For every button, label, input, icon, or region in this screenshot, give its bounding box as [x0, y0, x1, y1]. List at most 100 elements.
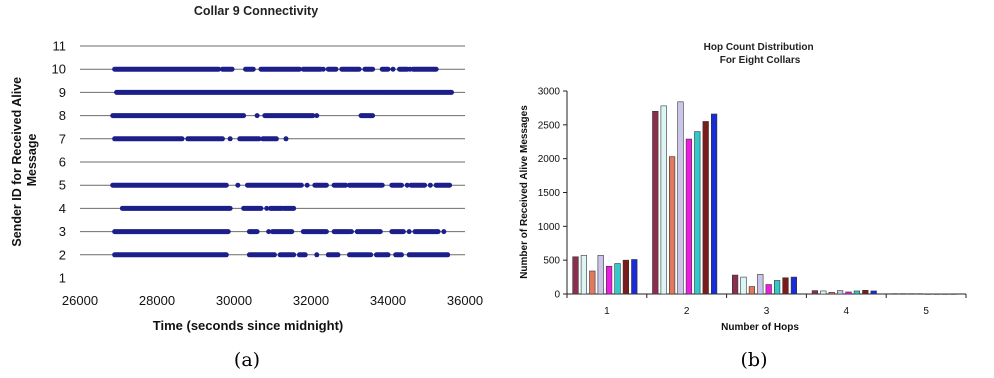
- chart-a-y-tick-label: 2: [59, 247, 66, 262]
- chart-a-y-tick-label: 11: [53, 39, 67, 54]
- chart-a-x-ticks: 26000 28000 30000 32000 34000 36000: [62, 293, 483, 308]
- chart-a-point: [264, 205, 270, 211]
- chart-b-bar: [740, 276, 747, 295]
- chart-b-bar: [862, 289, 869, 295]
- chart-b-x-tick-label: 2: [684, 306, 690, 317]
- chart-a-y-tick-label: 4: [59, 201, 66, 216]
- chart-a-point: [407, 66, 413, 72]
- chart-b-bar: [820, 290, 827, 295]
- chart-a-y-tick-label: 3: [59, 224, 66, 239]
- chart-a-series-sender-4: [119, 205, 297, 211]
- chart-b-bar: [950, 293, 957, 295]
- chart-b-x-tick-label: 3: [764, 306, 770, 317]
- chart-a-point: [304, 182, 310, 188]
- chart-a-series-sender-3: [112, 229, 447, 235]
- chart-a-caption: (a): [234, 349, 260, 371]
- chart-a-y-tick-label: 5: [59, 178, 66, 193]
- chart-a-series-sender-5: [110, 182, 453, 188]
- chart-a-point: [427, 182, 433, 188]
- chart-b-bar: [685, 138, 692, 295]
- chart-b-bar: [580, 255, 587, 295]
- chart-b-title-line-2: For Eight Collars: [720, 55, 801, 66]
- chart-b-x-ticks: 1 2 3 4 5: [566, 294, 967, 317]
- chart-b-bar: [908, 293, 915, 295]
- chart-b-bar: [702, 121, 709, 295]
- chart-a-series-sender-2: [112, 252, 451, 258]
- chart-b-y-tick-label: 2500: [538, 120, 561, 131]
- chart-b-y-tick-label: 0: [554, 290, 560, 301]
- chart-a-point: [235, 182, 241, 188]
- chart-b-title-line-1: Hop Count Distribution: [704, 42, 814, 53]
- chart-a-y-tick-label: 8: [59, 108, 66, 123]
- chart-b-bar: [631, 259, 638, 295]
- chart-b-bar: [622, 259, 629, 295]
- chart-a-y-tick-label: 7: [59, 131, 66, 146]
- chart-b-bar: [614, 263, 621, 295]
- chart-b-bar: [652, 111, 659, 295]
- chart-b-bar: [853, 290, 860, 295]
- chart-a-point: [390, 66, 396, 72]
- chart-a-y-tick-label: 6: [59, 155, 66, 170]
- chart-b-bars: [572, 101, 957, 295]
- chart-b-bar: [899, 293, 907, 295]
- chart-a-point: [348, 229, 354, 235]
- chart-a-y-axis-label: Sender ID for Received Alive Message: [10, 73, 39, 246]
- chart-a-point: [227, 136, 233, 142]
- chart-a-points: [110, 66, 455, 258]
- chart-a-series-sender-7: [112, 136, 289, 142]
- chart-b-bar: [891, 293, 898, 295]
- chart-a-point: [320, 66, 326, 72]
- chart-a-point: [283, 136, 289, 142]
- chart-b-bar: [941, 293, 949, 295]
- chart-b-bar: [933, 293, 940, 295]
- chart-a-y-tick-label: 9: [59, 85, 66, 100]
- chart-b-bar: [597, 255, 604, 295]
- chart-a-point: [266, 229, 272, 235]
- chart-b-y-tick-label: 1500: [538, 188, 561, 199]
- chart-b-bar: [916, 293, 923, 295]
- chart-b-x-tick-label: 1: [604, 306, 610, 317]
- chart-a-point: [314, 113, 320, 119]
- chart-a-x-tick-label: 26000: [62, 293, 98, 308]
- chart-b-bar: [694, 131, 701, 295]
- chart-b-bar: [589, 270, 596, 295]
- chart-a-y-axis-label-line-1: Sender ID for Received Alive: [10, 77, 24, 247]
- chart-a-point: [441, 229, 447, 235]
- chart-a-x-tick-label: 28000: [139, 293, 175, 308]
- chart-b-bar: [836, 290, 844, 295]
- chart-a-series-sender-10: [112, 66, 439, 72]
- chart-b-caption: (b): [741, 349, 768, 371]
- chart-b-bar: [765, 284, 772, 295]
- chart-a-x-tick-label: 32000: [293, 293, 329, 308]
- chart-a-point: [368, 252, 374, 258]
- chart-b-bar: [731, 274, 739, 295]
- chart-b-bar: [572, 256, 579, 295]
- chart-a-point: [314, 252, 320, 258]
- chart-b-y-tick-label: 3000: [538, 87, 561, 98]
- chart-a-title: Collar 9 Connectivity: [194, 4, 318, 18]
- chart-a-point: [404, 182, 410, 188]
- chart-b-title: Hop Count Distribution For Eight Collars: [704, 42, 817, 66]
- chart-b-bar: [782, 277, 789, 295]
- chart-b-bar: [870, 290, 877, 295]
- chart-a-gridlines: [80, 45, 465, 256]
- chart-b-y-ticks: 0 500 1000 1500 2000 2500 3000: [538, 87, 567, 301]
- chart-b-x-tick-label: 4: [844, 306, 850, 317]
- chart-a-y-tick-label: 1: [59, 271, 66, 286]
- chart-b-y-tick-label: 2000: [538, 154, 561, 165]
- chart-b-bar: [757, 274, 764, 295]
- chart-a-y-ticks: 1 2 3 4 5 6 7 8 9 10 11: [52, 39, 66, 286]
- chart-b-y-tick-label: 500: [543, 256, 560, 267]
- chart-b-bar: [828, 292, 835, 295]
- chart-a-x-axis-label: Time (seconds since midnight): [153, 318, 343, 333]
- chart-b-bar: [811, 290, 818, 295]
- chart-b-bar: [790, 276, 797, 295]
- connectivity-chart: Collar 9 Connectivity 1 2 3 4 5 6 7 8 9 10 11 2600…: [10, 4, 483, 371]
- chart-b-bar: [660, 105, 667, 295]
- chart-a-x-tick-label: 36000: [447, 293, 483, 308]
- chart-a-x-tick-label: 34000: [370, 293, 406, 308]
- chart-b-bar: [677, 101, 684, 295]
- chart-b-bar: [773, 280, 781, 295]
- chart-b-bar: [668, 156, 676, 295]
